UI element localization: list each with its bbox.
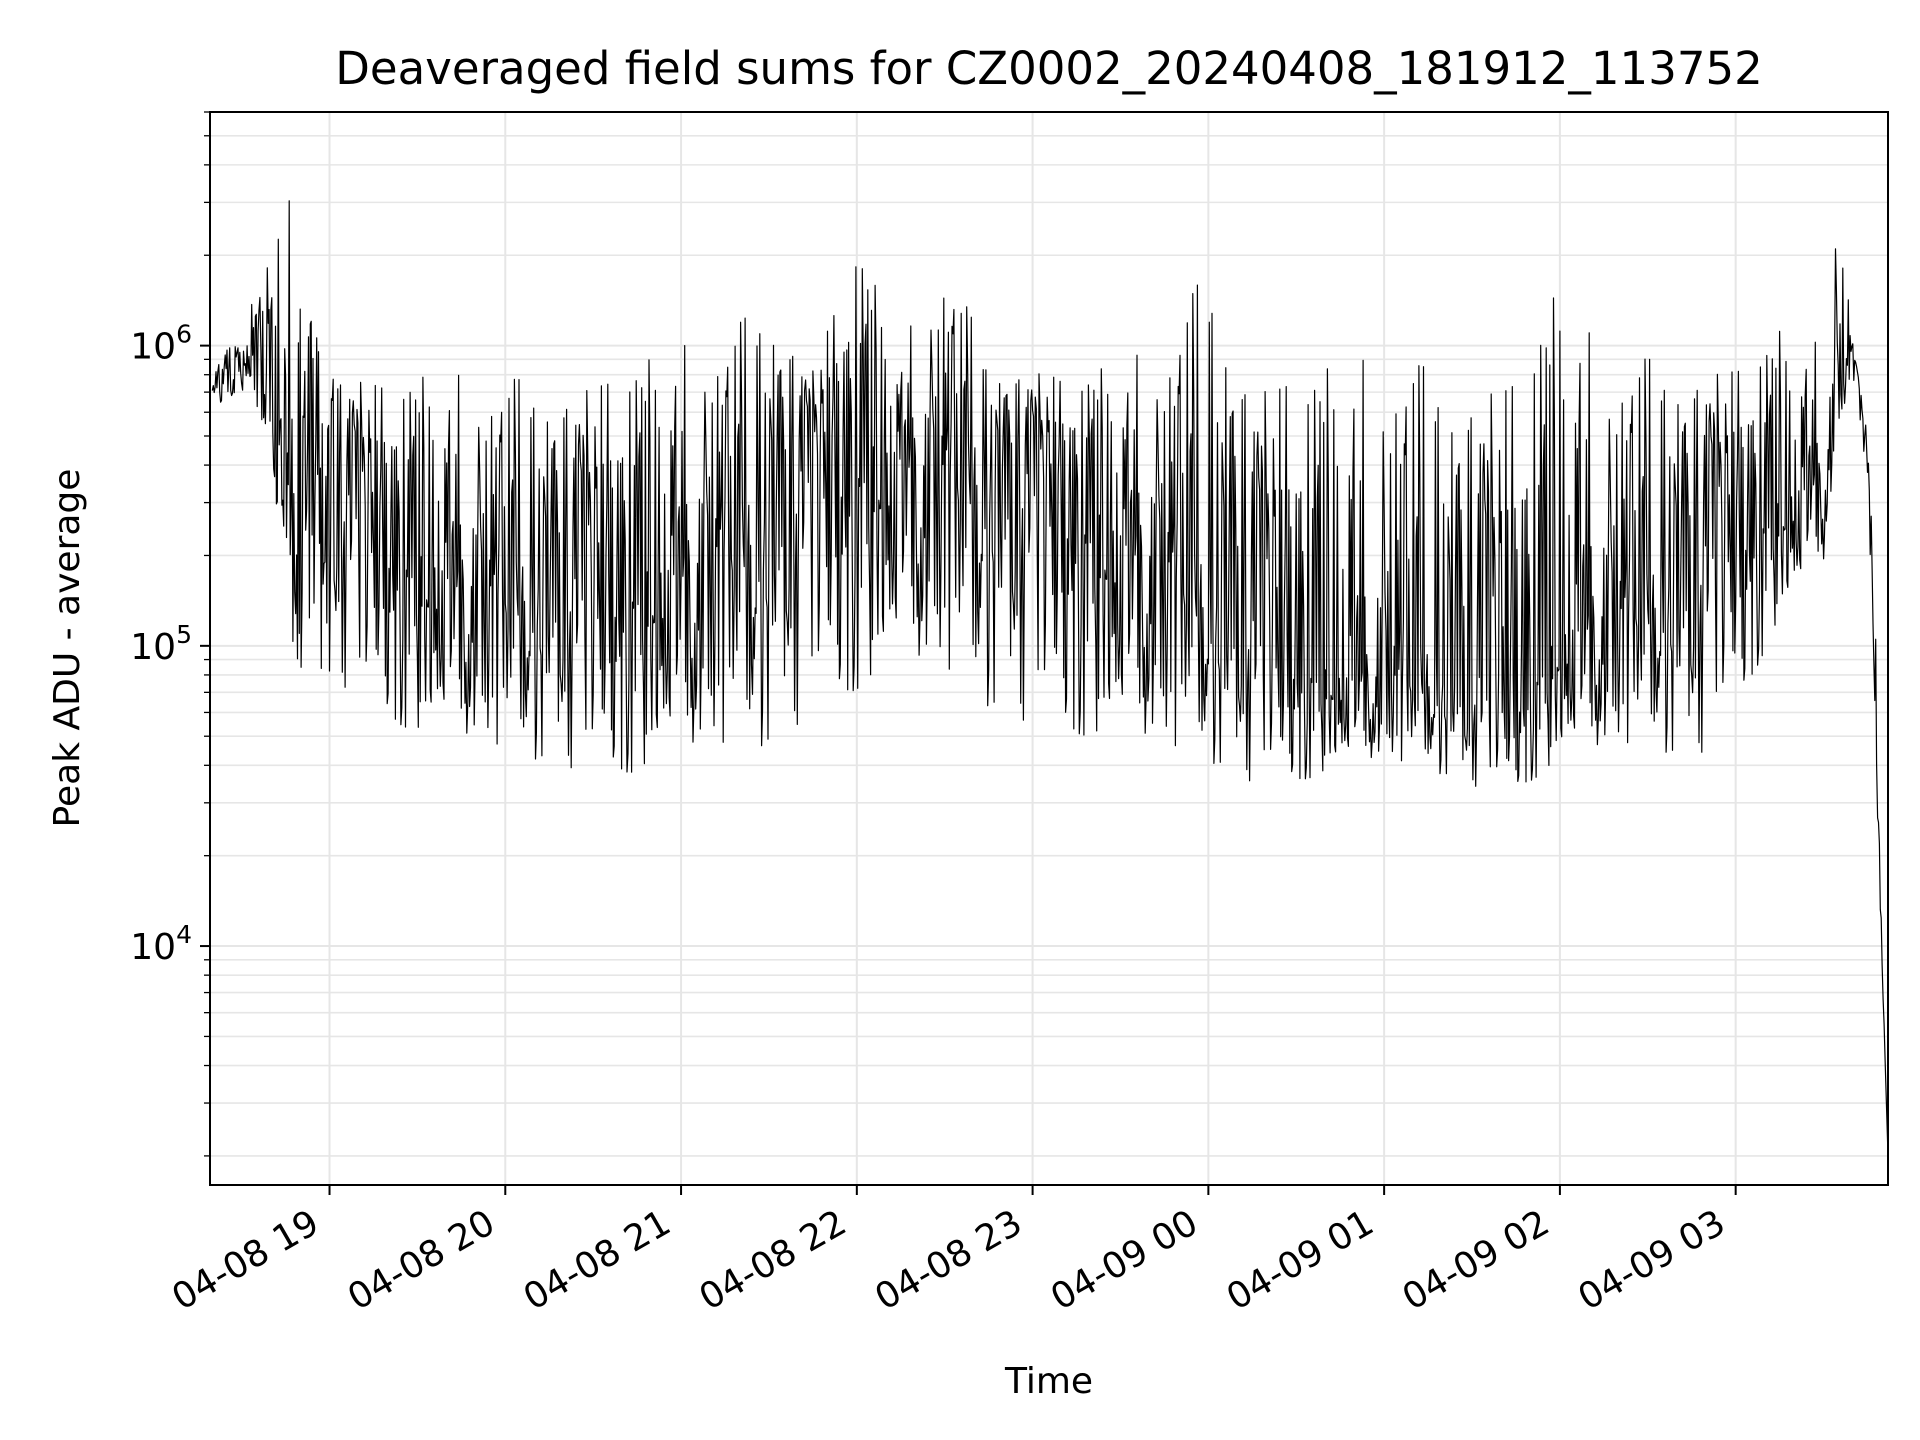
chart-title: Deaveraged field sums for CZ0002_2024040… xyxy=(335,42,1762,95)
series-line xyxy=(211,200,1889,1156)
y-axis-label: Peak ADU - average xyxy=(47,469,88,828)
data-series xyxy=(211,200,1889,1156)
plot-frame xyxy=(209,111,1889,1186)
x-axis-label: Time xyxy=(1004,1361,1093,1402)
